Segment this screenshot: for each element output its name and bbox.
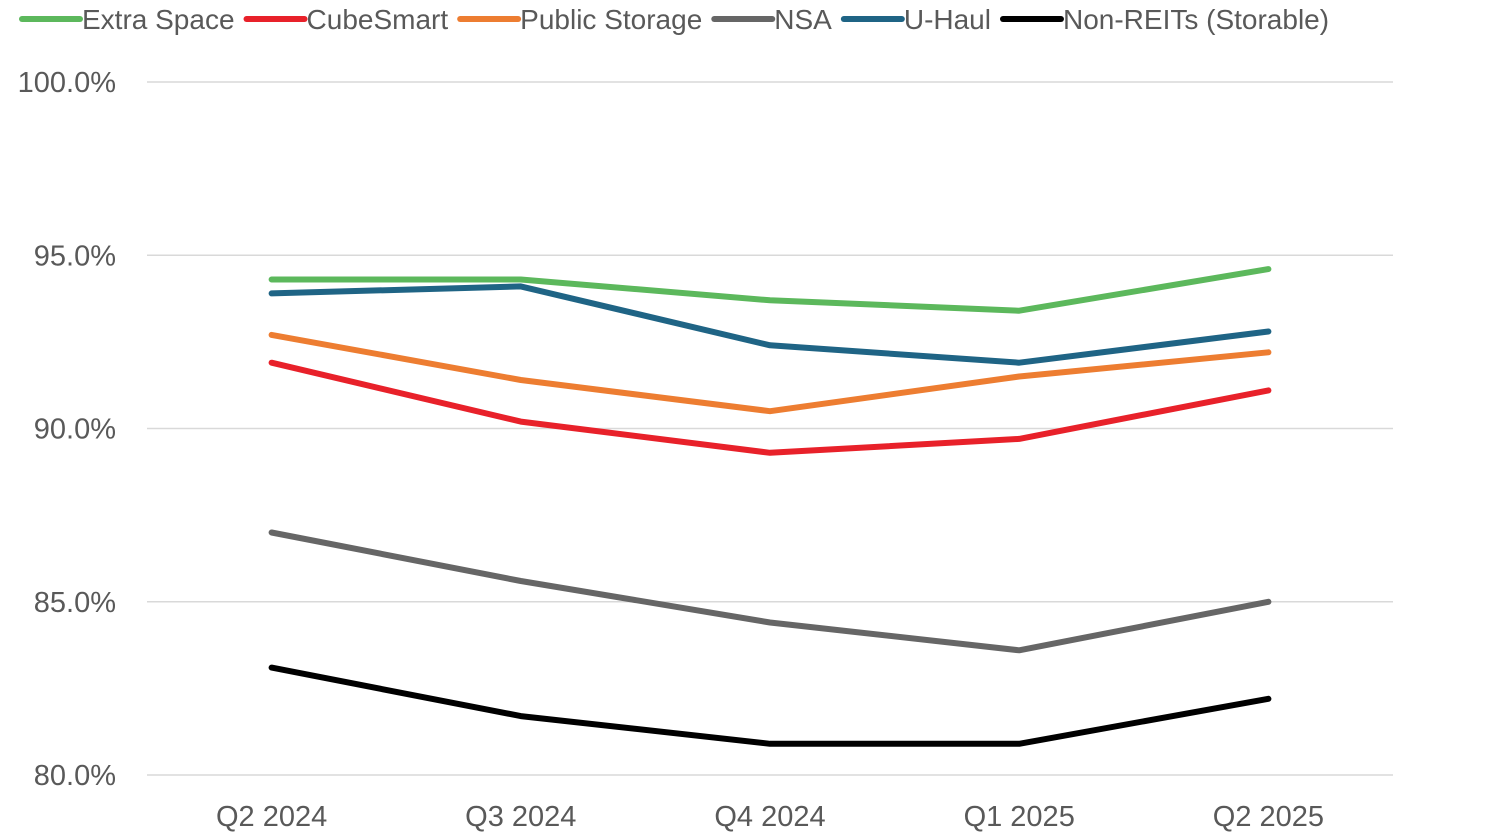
y-tick-label: 90.0% xyxy=(34,414,116,446)
legend-label: CubeSmart xyxy=(307,4,449,35)
legend-item: U-Haul xyxy=(840,4,991,35)
y-tick-label: 80.0% xyxy=(34,760,116,792)
x-axis-tick-labels: Q2 2024 Q3 2024 Q4 2024 Q1 2025 Q2 2025 xyxy=(216,801,1324,833)
legend-item: Public Storage xyxy=(457,4,702,35)
series-line-nsa xyxy=(268,529,1272,654)
series-line-non-reits-storable xyxy=(268,664,1272,747)
legend: Extra Space CubeSmart Public Storage NSA U-H… xyxy=(19,4,1329,35)
legend-label: NSA xyxy=(774,4,832,35)
y-tick-label: 95.0% xyxy=(34,240,116,272)
series-line-cubesmart xyxy=(268,359,1272,456)
y-tick-label: 85.0% xyxy=(34,587,116,619)
legend-label: Extra Space xyxy=(82,4,235,35)
legend-item: NSA xyxy=(711,4,832,35)
y-axis-tick-labels: 80.0% 85.0% 90.0% 95.0% 100.0% xyxy=(18,67,116,792)
x-tick-label: Q3 2024 xyxy=(465,801,576,833)
x-tick-label: Q1 2025 xyxy=(964,801,1075,833)
gridlines xyxy=(147,81,1393,776)
series-lines xyxy=(268,266,1272,747)
legend-label: Non-REITs (Storable) xyxy=(1063,4,1329,35)
x-tick-label: Q4 2024 xyxy=(714,801,825,833)
y-tick-label: 100.0% xyxy=(18,67,116,99)
legend-item: Non-REITs (Storable) xyxy=(999,4,1329,35)
x-tick-label: Q2 2025 xyxy=(1213,801,1324,833)
series-line-u-haul xyxy=(268,283,1272,366)
legend-label: U-Haul xyxy=(904,4,991,35)
series-line-extra-space xyxy=(268,266,1272,314)
legend-item: Extra Space xyxy=(19,4,235,35)
legend-item: CubeSmart xyxy=(243,4,449,35)
legend-label: Public Storage xyxy=(520,4,702,35)
series-line-public-storage xyxy=(268,331,1272,415)
x-tick-label: Q2 2024 xyxy=(216,801,327,833)
